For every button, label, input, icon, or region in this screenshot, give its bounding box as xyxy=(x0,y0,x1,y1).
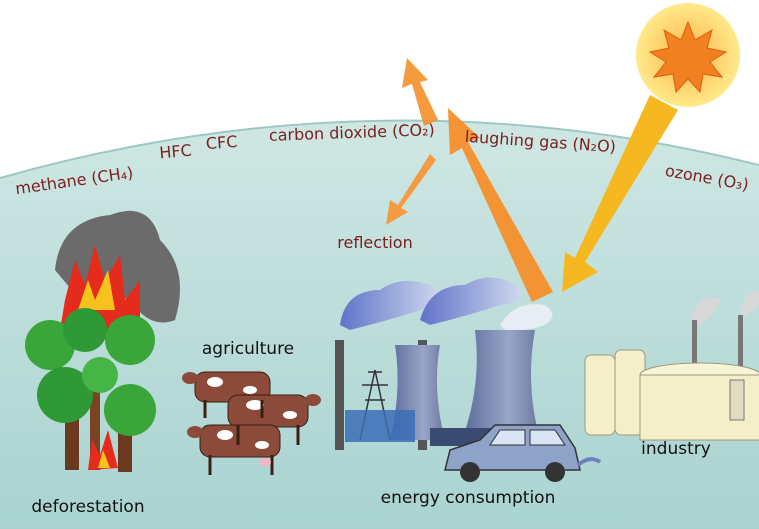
reflection-label: reflection xyxy=(337,233,412,252)
power-plant xyxy=(335,277,553,450)
industry-label: industry xyxy=(641,439,711,459)
sunlight-arrow xyxy=(562,95,678,292)
car xyxy=(444,424,602,482)
energy-label: energy consumption xyxy=(381,488,556,508)
gas-label: HFC xyxy=(159,141,193,163)
gas-label: CFC xyxy=(205,132,238,153)
burning-forest xyxy=(25,210,180,472)
reflection-arrow xyxy=(386,154,436,225)
atmosphere xyxy=(0,120,759,529)
reflected-heat-arrow xyxy=(448,108,553,302)
agriculture-label: agriculture xyxy=(202,339,294,359)
escaping-heat-arrow xyxy=(402,58,438,126)
deforestation-label: deforestation xyxy=(31,497,144,517)
cows xyxy=(182,371,321,475)
factory xyxy=(584,290,759,441)
sun xyxy=(636,3,740,107)
